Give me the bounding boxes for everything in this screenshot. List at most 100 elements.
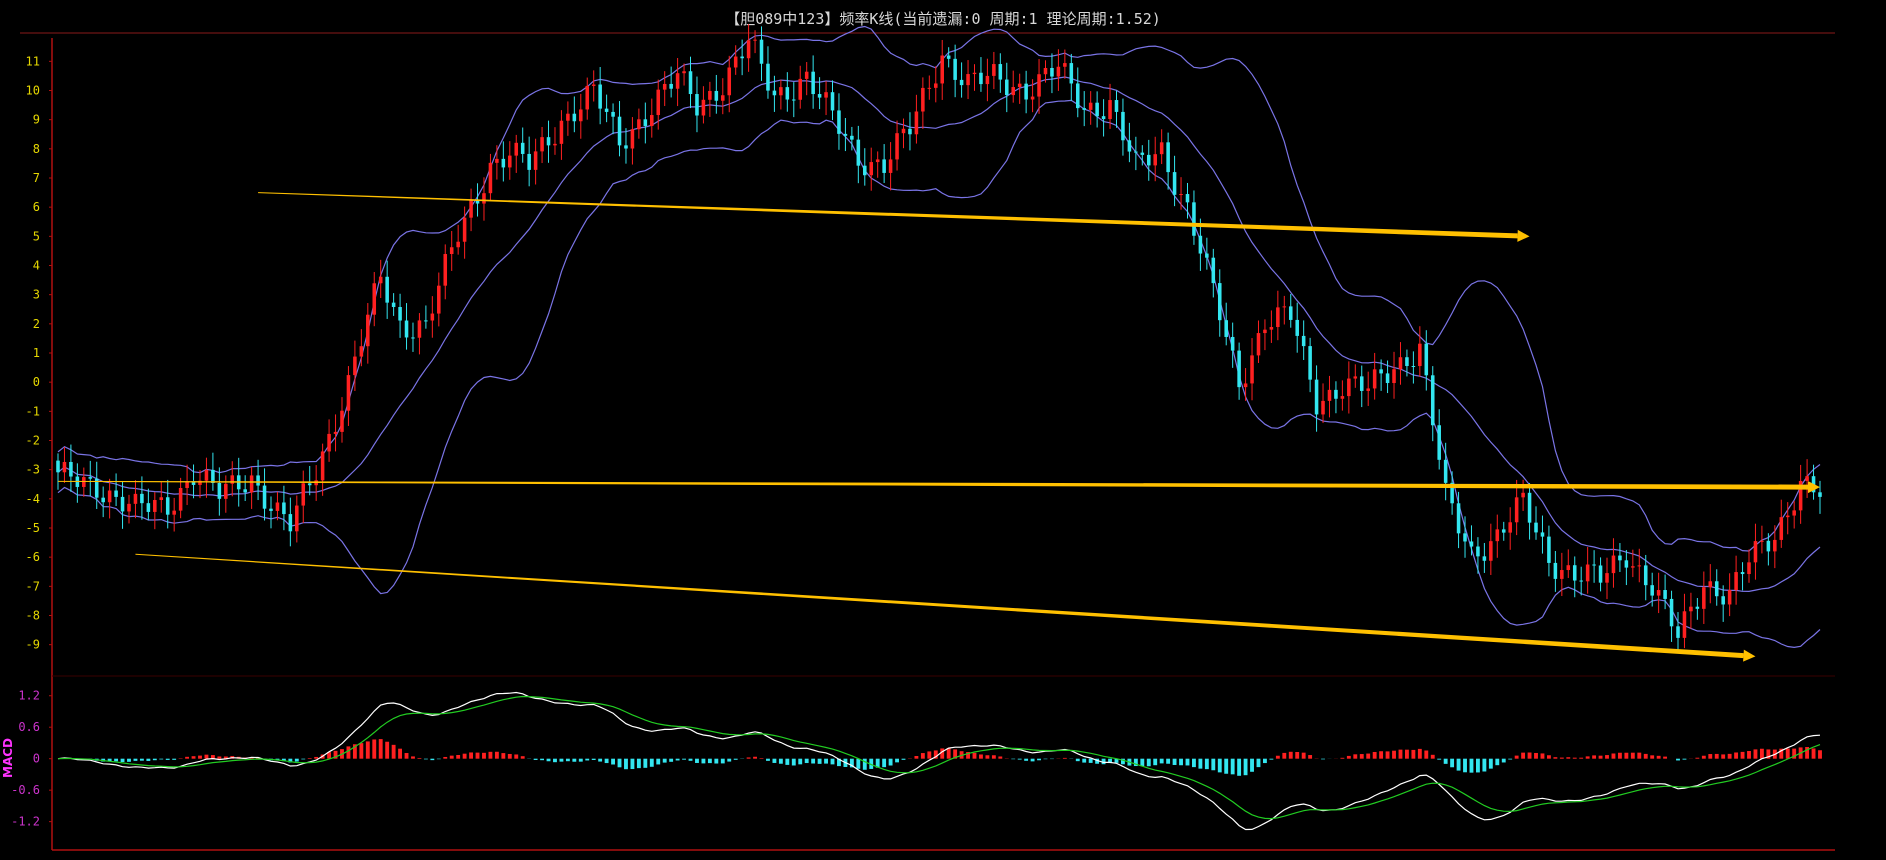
candle-body [746,40,751,59]
candle-body [998,64,1003,80]
candle-body [701,99,706,116]
candle-body [411,337,415,339]
candle-body [985,75,990,85]
candle-body [1095,102,1099,117]
candle-body [946,55,951,59]
candle-body [1418,343,1422,367]
candle-body [1121,111,1125,141]
candle-body [617,116,622,146]
candle-body [230,475,235,484]
candle-body [1656,590,1661,596]
price-tick-label: 11 [26,54,40,68]
candle-body [992,64,996,76]
candle-body [449,247,454,255]
candle-body [94,478,99,498]
candle-body [656,89,661,116]
candle-body [1088,102,1093,110]
candle-body [475,200,480,204]
candle-body [520,142,525,154]
candle-body [579,109,583,122]
candle-body [256,475,260,486]
candle-body [1004,79,1009,96]
candle-body [1347,378,1351,397]
candle-body [1534,522,1538,533]
price-tick-label: 9 [33,113,40,127]
macd-tick-label: 1.2 [18,689,40,703]
candle-body [1585,564,1590,582]
candle-body [88,477,93,479]
candle-body [759,39,764,64]
candle-body [1269,327,1274,330]
candle-body [56,460,60,473]
candle-body [1198,235,1203,254]
candle-body [972,72,977,75]
candle-body [62,461,67,473]
candle-body [727,67,732,96]
candle-body [127,503,131,512]
candle-body [372,283,377,315]
candle-body [301,483,306,506]
band-lower [57,99,1821,649]
candle-body [172,510,176,515]
candle-body [191,481,196,485]
candle-body [1514,497,1519,523]
candle-body [953,58,957,80]
candle-body [333,431,338,434]
price-tick-label: -3 [26,463,40,477]
candle-body [637,119,641,130]
band-middle [57,76,1821,593]
candle-body [282,502,286,515]
candle-body [1476,546,1480,557]
candle-body [1043,67,1048,75]
candle-body [1663,590,1667,599]
macd-tick-label: -1.2 [11,815,40,829]
candle-body [1643,565,1648,586]
candle-body [895,133,899,160]
candle-body [714,90,719,101]
candle-body [721,95,725,101]
candle-body [804,71,809,79]
price-tick-label: -5 [26,521,40,535]
price-tick-label: 2 [33,317,40,331]
candle-body [243,489,247,493]
candle-body [69,461,73,477]
price-tick-label: 1 [33,346,40,360]
candle-body [1456,503,1461,534]
candle-body [469,200,473,218]
candle-body [391,302,396,307]
candle-body [1611,555,1616,574]
candle-body [1334,389,1338,399]
candle-body [1753,541,1758,563]
candle-body [1805,476,1809,481]
candle-body [650,115,654,126]
candle-body [1101,116,1106,120]
candle-body [417,320,422,338]
arrow-shaft [258,192,1518,239]
candle-body [695,94,699,116]
candle-body [869,162,874,176]
candle-body [366,314,370,347]
trend-arrow [57,480,1820,494]
candle-body [437,285,441,314]
price-tick-label: 7 [33,171,40,185]
candle-body [740,56,744,59]
candle-body [766,63,770,91]
candle-body [559,120,564,144]
candle-body [1011,87,1015,96]
candle-body [295,505,299,532]
candle-body [1495,529,1500,542]
macd-tick-label: 0.6 [18,720,40,734]
candle-body [1263,329,1267,334]
candle-body [378,276,383,284]
candle-body [643,119,648,126]
candle-body [327,433,331,452]
candle-body [1134,151,1138,153]
candle-body [630,129,635,149]
candle-body [1579,580,1583,582]
candle-body [165,497,170,515]
candle-body [1682,611,1687,638]
candle-body [1250,355,1254,384]
candle-body [1024,83,1028,100]
macd-dif-line [57,691,1821,831]
candle-body [482,193,486,204]
